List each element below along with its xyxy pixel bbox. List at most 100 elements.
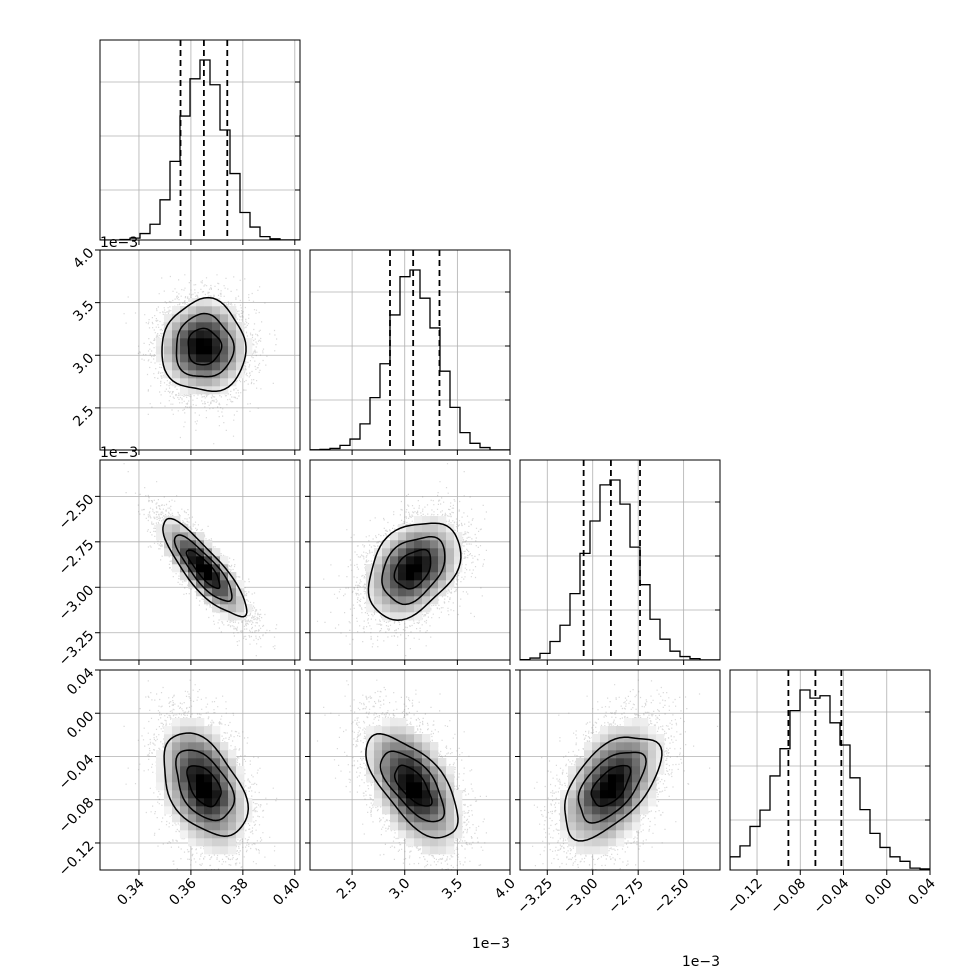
density-cell [188,830,197,839]
density-cell [204,572,213,581]
density-cell [236,362,245,371]
density-cell [156,750,165,759]
density-cell [600,822,609,831]
density-cell [422,604,431,613]
density-cell [414,604,423,613]
density-cell [188,766,197,775]
density-cell [204,774,213,783]
density-cell [568,830,577,839]
x-offset-label-col-2: 1e−3 [682,954,720,970]
density-cell [438,524,447,533]
density-cell [196,362,205,371]
density-cell [414,830,423,839]
density-cell [180,306,189,315]
density-cell [624,798,633,807]
density-cell [430,814,439,823]
density-cell [438,806,447,815]
y-tick-label: −0.12 [56,838,98,880]
density-cell [180,354,189,363]
density-cell [616,782,625,791]
density-cell [600,750,609,759]
density-cell [600,734,609,743]
density-cell [398,742,407,751]
density-cell [236,588,245,597]
density-cell [592,822,601,831]
density-cell [220,838,229,847]
density-cell [414,588,423,597]
density-cell [422,750,431,759]
density-cell [228,774,237,783]
density-cell [172,322,181,331]
density-cell [616,790,625,799]
y-tick-label: −0.08 [56,795,98,837]
density-cell [624,734,633,743]
density-cell [430,596,439,605]
density-cell [390,806,399,815]
density-cell [454,548,463,557]
density-cell [624,830,633,839]
density-cell [196,774,205,783]
density-cell [398,604,407,613]
density-cell [414,734,423,743]
density-cell [398,806,407,815]
density-cell [374,782,383,791]
density-cell [656,766,665,775]
y-tick-label: −0.04 [56,751,98,793]
density-cell [382,798,391,807]
density-cell [220,806,229,815]
density-cell [156,758,165,767]
density-cell [188,306,197,315]
density-cell [446,572,455,581]
density-cell [454,822,463,831]
density-cell [204,322,213,331]
density-cell [236,798,245,807]
density-cell [592,782,601,791]
density-cell [568,766,577,775]
density-cell [422,766,431,775]
density-cell [236,790,245,799]
density-cell [414,516,423,525]
density-cell [640,782,649,791]
density-cell [220,612,229,621]
density-cell [188,532,197,541]
density-cell [236,580,245,589]
density-cell [398,734,407,743]
density-cell [236,370,245,379]
density-cell [438,766,447,775]
density-cell [422,814,431,823]
density-cell [366,604,375,613]
density-cell [204,790,213,799]
density-cell [624,822,633,831]
y-tick-label: 2.5 [70,403,97,430]
density-cell [648,766,657,775]
y-tick-label: −3.25 [56,628,98,670]
density-cell [398,726,407,735]
density-cell [228,814,237,823]
density-cell [196,750,205,759]
density-cell [446,838,455,847]
x-tick-label: −2.75 [605,876,647,918]
density-cell [430,588,439,597]
density-cell [180,386,189,395]
panel-frame [99,39,301,241]
density-cell [374,596,383,605]
density-cell [212,338,221,347]
density-cell [656,734,665,743]
density-cell [430,580,439,589]
panel-grid [310,250,511,450]
density-cell [406,750,415,759]
density-cell [640,798,649,807]
density-cell [172,362,181,371]
density-cell [172,540,181,549]
x-ticks: −0.12 −0.08 −0.04 0.00 0.04 [724,870,939,917]
density-cell [632,726,641,735]
density-cell [180,362,189,371]
density-cell [220,338,229,347]
density-cell [228,766,237,775]
hist-y-ticks [295,81,300,191]
density-cell [406,798,415,807]
density-cell [454,790,463,799]
density-cell [382,766,391,775]
density-cell [220,790,229,799]
density-cell [414,790,423,799]
